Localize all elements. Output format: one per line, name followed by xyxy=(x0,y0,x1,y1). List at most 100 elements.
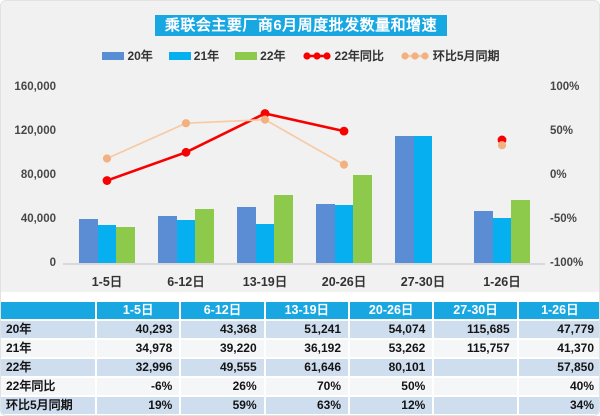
table-header-cell: 1-26日 xyxy=(518,302,599,319)
bar xyxy=(176,220,196,264)
line-marker xyxy=(102,176,112,185)
table-cell: 26% xyxy=(181,378,264,395)
bar xyxy=(195,208,214,264)
plot-area: 0 40,000 80,000 120,000 160,000 -100% -50% 0% 50… xyxy=(1,1,599,292)
table-cell: 70% xyxy=(265,378,348,395)
bar xyxy=(316,203,335,264)
x-axis-category-label: 6-12日 xyxy=(167,275,205,289)
bar xyxy=(158,215,177,264)
table-cell: 49,555 xyxy=(181,359,264,376)
table-cell: 59% xyxy=(181,397,264,414)
x-axis-category-label: 1-5日 xyxy=(91,275,123,289)
table-cell: 51,241 xyxy=(265,321,348,338)
table-cell: 57,850 xyxy=(518,359,599,376)
right-axis-tick-label: 0% xyxy=(550,168,567,181)
table-row-label: 环比5月同期 xyxy=(1,397,95,414)
table-header-cell: 1-5日 xyxy=(97,302,180,319)
table-header-cell: 27-30日 xyxy=(434,302,517,319)
line-marker xyxy=(497,141,507,150)
legend-item-line-1: 环比5月同期 xyxy=(400,47,500,64)
line-marker xyxy=(339,160,349,169)
table-cell: 50% xyxy=(350,378,433,395)
bar xyxy=(334,204,354,264)
left-axis-tick-label: 0 xyxy=(49,257,56,269)
legend-item-bar-1: 21年 xyxy=(168,47,220,64)
table-cell: 34,978 xyxy=(97,340,180,357)
table-cell: -6% xyxy=(97,378,180,395)
table-cell: 54,074 xyxy=(350,321,433,338)
legend-bar-swatch-icon xyxy=(102,51,125,60)
chart-title: 乘联会主要厂商6月周度批发数量和增速 xyxy=(154,15,448,36)
legend-item-line-0: 22年同比 xyxy=(302,47,384,64)
legend-line-swatch-icon xyxy=(401,51,429,60)
table-cell: 63% xyxy=(265,397,348,414)
table-cell: 12% xyxy=(350,397,433,414)
line-marker xyxy=(339,126,349,136)
table-cell xyxy=(434,359,517,376)
right-axis-tick-label: 100% xyxy=(550,80,580,93)
left-axis-tick-label: 120,000 xyxy=(14,124,56,137)
table-row-label: 20年 xyxy=(1,321,95,338)
table-cell: 40,293 xyxy=(97,321,180,338)
table-header-cell: 13-19日 xyxy=(265,302,348,319)
table-row-label: 21年 xyxy=(1,340,95,357)
line-marker xyxy=(260,109,270,118)
table-header-cell: 6-12日 xyxy=(181,302,264,319)
data-table: 1-5日 6-12日 13-19日 20-26日 27-30日 1-26日 20年 40,29… xyxy=(1,302,599,414)
legend-bar-swatch-icon xyxy=(235,51,258,60)
legend-label: 22年 xyxy=(260,49,286,63)
table-cell: 40% xyxy=(518,378,599,395)
x-axis-line xyxy=(63,262,545,265)
bar xyxy=(511,199,530,264)
line-marker xyxy=(102,154,112,163)
line-series xyxy=(106,112,345,182)
bar xyxy=(395,135,414,264)
table-cell: 41,370 xyxy=(518,340,599,357)
line-marker xyxy=(181,119,191,128)
table-cell: 39,220 xyxy=(181,340,264,357)
legend-label: 20年 xyxy=(127,49,153,63)
line-marker xyxy=(260,115,270,124)
table-cell: 61,646 xyxy=(265,359,348,376)
right-axis-tick-label: -50% xyxy=(550,212,577,225)
table-header-cell: 20-26日 xyxy=(350,302,433,319)
right-axis-tick-label: 50% xyxy=(550,124,574,137)
table-cell: 34% xyxy=(518,397,599,414)
table-cell: 53,262 xyxy=(350,340,433,357)
bar xyxy=(116,227,135,264)
bar xyxy=(413,135,433,264)
table-cell: 43,368 xyxy=(181,321,264,338)
chart: 乘联会主要厂商6月周度批发数量和增速 20年 21年 22年 22年同比 环比5月同期 … xyxy=(1,1,599,292)
bar xyxy=(492,217,512,264)
bar xyxy=(474,210,493,264)
x-axis-category-label: 20-26日 xyxy=(321,275,367,289)
table-cell: 47,779 xyxy=(518,321,599,338)
table-header-corner xyxy=(1,302,95,319)
bar xyxy=(255,223,275,264)
table-row-label: 22年同比 xyxy=(1,378,95,395)
legend-label: 21年 xyxy=(193,49,220,63)
legend-bar-swatch-icon xyxy=(168,51,191,60)
bar xyxy=(97,224,117,264)
line-marker xyxy=(497,135,507,145)
right-axis-tick-label: -100% xyxy=(550,257,584,269)
table-cell xyxy=(434,378,517,395)
x-axis-category-label: 27-30日 xyxy=(400,275,446,289)
chart-legend: 20年 21年 22年 22年同比 环比5月同期 xyxy=(1,47,599,64)
left-axis-tick-label: 160,000 xyxy=(14,80,56,93)
left-axis-tick-label: 80,000 xyxy=(20,168,56,181)
bar xyxy=(79,219,98,264)
x-axis-category-label: 13-19日 xyxy=(242,275,288,289)
line-series xyxy=(106,118,345,166)
left-axis-tick-label: 40,000 xyxy=(20,212,56,225)
table-cell: 36,192 xyxy=(265,340,348,357)
table-cell: 32,996 xyxy=(97,359,180,376)
table-cell: 115,757 xyxy=(434,340,517,357)
legend-item-bar-2: 22年 xyxy=(235,47,286,64)
bar xyxy=(237,206,256,264)
legend-label: 环比5月同期 xyxy=(432,49,500,63)
table-row-label: 22年 xyxy=(1,359,95,376)
legend-item-bar-0: 20年 xyxy=(102,47,153,64)
table-cell: 115,685 xyxy=(434,321,517,338)
